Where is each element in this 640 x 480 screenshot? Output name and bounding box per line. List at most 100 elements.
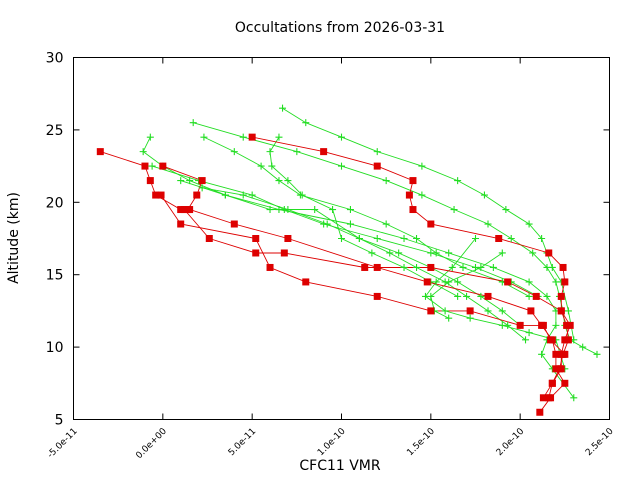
green-profile-1-point xyxy=(139,148,147,156)
green-profile-2-point xyxy=(529,249,537,257)
green-profile-6-point xyxy=(248,191,256,199)
x-axis-label: CFC11 VMR xyxy=(299,458,381,474)
green-profile-1-point xyxy=(146,133,154,141)
green-profile-2-point xyxy=(293,148,301,156)
y-axis: 5 10 15 20 25 30 xyxy=(46,51,610,429)
green-profile-5-point xyxy=(284,177,292,185)
green-profile-4-point xyxy=(459,263,467,271)
green-profile-1-line xyxy=(142,136,575,399)
red-profile-1-point xyxy=(373,263,381,271)
green-profile-10-point xyxy=(445,278,453,286)
green-profile-7-line xyxy=(180,180,521,326)
red-profile-4-point xyxy=(539,321,547,329)
red-profile-2-point xyxy=(159,162,167,170)
red-profile-1-point xyxy=(561,379,569,387)
red-profile-1-point xyxy=(284,235,292,242)
y-tick-label: 15 xyxy=(46,268,64,284)
green-profile-9-point xyxy=(441,307,449,315)
green-profile-2-point xyxy=(239,133,247,141)
green-profile-6-point xyxy=(148,162,156,170)
green-profile-3-point xyxy=(564,307,572,315)
red-profile-1-point xyxy=(484,292,492,300)
green-profile-8-line xyxy=(202,187,526,341)
red-profile-1-point xyxy=(536,408,544,416)
green-profile-1-point xyxy=(538,350,546,358)
green-profile-7-point xyxy=(498,307,506,315)
red-profile-2-point xyxy=(504,278,512,286)
green-profile-5-point xyxy=(298,191,306,199)
green-profile-4-point xyxy=(382,220,390,228)
green-profile-10-point xyxy=(498,249,506,257)
green-profile-4-point xyxy=(200,133,208,141)
green-profile-4-point xyxy=(346,206,354,214)
green-profile-1-point xyxy=(489,263,497,271)
red-profile-1-point xyxy=(96,148,104,156)
green-profile-8-point xyxy=(355,235,363,242)
red-profile-4-point xyxy=(177,220,185,228)
red-profile-1-point xyxy=(152,191,160,199)
red-profile-4-point xyxy=(157,191,165,199)
red-profile-3-point xyxy=(545,249,553,257)
red-profile-4-point xyxy=(561,350,569,358)
green-profile-3-point xyxy=(454,177,462,185)
green-profile-8-point xyxy=(522,336,530,344)
red-profile-4-point xyxy=(516,321,524,329)
green-profile-1-point xyxy=(445,249,453,257)
x-tick-label: 5.0e-11 xyxy=(227,427,259,459)
red-profile-2-point xyxy=(184,206,192,214)
green-profile-7-point xyxy=(477,292,485,300)
green-profile-2-point xyxy=(418,191,426,199)
red-profile-2-point xyxy=(205,235,213,242)
green-profile-5-point xyxy=(400,263,408,271)
red-profile-2-point xyxy=(180,206,188,214)
red-profile-3-point xyxy=(248,133,256,141)
red-profile-3-point xyxy=(427,220,435,228)
y-tick-label: 20 xyxy=(46,195,64,211)
green-profile-3-point xyxy=(538,235,546,242)
red-profile-2-point xyxy=(532,292,540,300)
green-profile-4-line xyxy=(203,136,530,297)
red-profile-1-point xyxy=(527,307,535,315)
green-profile-4-point xyxy=(413,235,421,242)
red-profile-4-point xyxy=(547,336,555,344)
red-profile-3-point xyxy=(373,162,381,170)
red-profile-3-point xyxy=(409,177,417,185)
green-profile-2-point xyxy=(507,235,515,242)
x-tick-label: 0.0e+00 xyxy=(134,426,169,461)
y-tick-label: 5 xyxy=(55,413,64,429)
red-profile-3-point xyxy=(563,321,571,329)
green-profile-3-point xyxy=(525,220,533,228)
green-profile-4-point xyxy=(257,162,265,170)
green-profile-3-point xyxy=(502,206,510,214)
green-profile-8-point xyxy=(463,292,471,300)
green-profile-9-point xyxy=(466,314,474,322)
red-profile-3-point xyxy=(557,292,565,300)
green-profile-5-point xyxy=(329,206,337,214)
red-profile-3-point xyxy=(405,191,413,199)
green-profile-9-line xyxy=(424,238,566,369)
green-profile-1-point xyxy=(525,278,533,286)
red-profile-3-point xyxy=(495,235,503,242)
y-tick-label: 10 xyxy=(46,340,64,356)
green-profile-5-point xyxy=(454,292,462,300)
green-profile-8-point xyxy=(413,263,421,271)
green-profile-7-point xyxy=(221,191,229,199)
red-profile-3-point xyxy=(409,206,417,214)
green-profile-8-point xyxy=(386,249,394,257)
red-profile-1-point xyxy=(177,206,185,214)
green-profile-7-point xyxy=(454,278,462,286)
x-tick-label: 2.0e-10 xyxy=(495,426,527,458)
green-profile-3-point xyxy=(302,119,310,127)
red-profile-2-point xyxy=(361,263,369,271)
red-profile-1-point xyxy=(552,365,560,373)
green-profile-8-point xyxy=(484,307,492,315)
red-profile-2-point xyxy=(561,336,569,344)
green-profile-1-point xyxy=(552,321,560,329)
green-profile-7-point xyxy=(177,177,185,185)
green-profile-5-point xyxy=(275,133,283,141)
green-profile-1-point xyxy=(400,235,408,242)
green-profile-1-point xyxy=(346,220,354,228)
green-profile-10-point xyxy=(445,314,453,322)
red-profile-3-point xyxy=(555,365,563,373)
green-profile-2-point xyxy=(382,177,390,185)
